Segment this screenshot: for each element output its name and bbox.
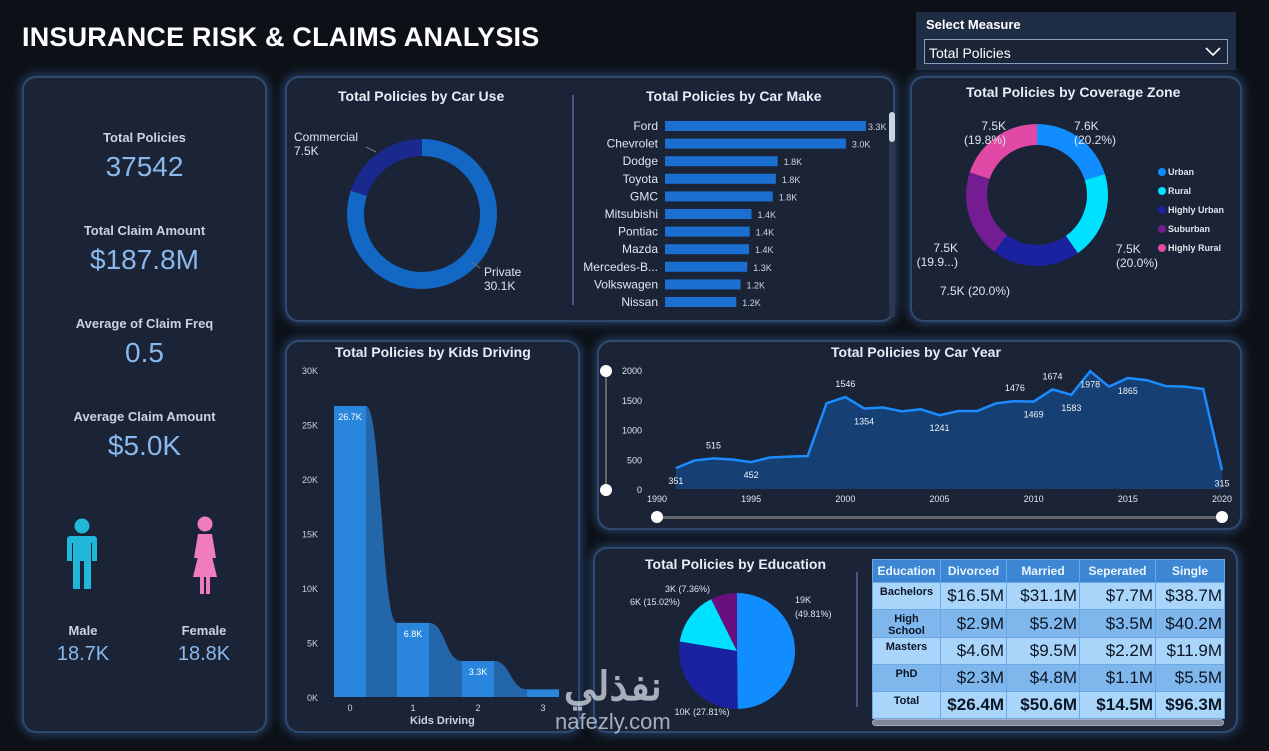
- x-slider-handle-right[interactable]: [1216, 511, 1228, 523]
- row-header: High School: [872, 609, 941, 638]
- divider: [572, 95, 574, 305]
- table-cell: $3.5M: [1079, 609, 1156, 638]
- y-slider-handle-bottom[interactable]: [600, 484, 612, 496]
- kpi-total-policies-label: Total Policies: [103, 130, 186, 145]
- table-cell: $16.5M: [940, 582, 1007, 610]
- y-range-slider[interactable]: [605, 370, 607, 490]
- watermark-logo: نفذلي nafezly.com: [555, 665, 671, 735]
- male-value: 18.7K: [56, 643, 110, 665]
- watermark-latin: nafezly.com: [555, 709, 671, 734]
- kpi-avg-claim-label: Average Claim Amount: [73, 409, 216, 424]
- row-header: PhD: [872, 664, 941, 692]
- coverage-zone-title: Total Policies by Coverage Zone: [966, 84, 1181, 100]
- chevron-down-icon: [1205, 47, 1221, 57]
- column-header[interactable]: Seperated: [1079, 559, 1156, 583]
- table-row: High School $2.9M $5.2M $3.5M $40.2M: [872, 609, 1225, 638]
- table-cell: $5.2M: [1006, 609, 1080, 638]
- male-label: Male: [68, 623, 98, 638]
- kpi-total-policies-value: 37542: [105, 151, 184, 182]
- table-cell: $31.1M: [1006, 582, 1080, 610]
- table-cell: $96.3M: [1155, 691, 1225, 719]
- table-cell: $1.1M: [1079, 664, 1156, 692]
- table-cell: $40.2M: [1155, 609, 1225, 638]
- table-cell: $26.4M: [940, 691, 1007, 719]
- kids-driving-title: Total Policies by Kids Driving: [335, 344, 531, 360]
- divider: [856, 572, 858, 707]
- column-header[interactable]: Divorced: [940, 559, 1007, 583]
- table-horizontal-scrollbar[interactable]: [872, 719, 1224, 726]
- car-year-panel: [597, 340, 1242, 530]
- y-slider-handle-top[interactable]: [600, 365, 612, 377]
- column-header[interactable]: Married: [1006, 559, 1080, 583]
- table-cell: $14.5M: [1079, 691, 1156, 719]
- education-marital-matrix: Education Divorced Married Seperated Sin…: [872, 559, 1225, 719]
- kpi-total-claim-label: Total Claim Amount: [83, 223, 206, 238]
- coverage-zone-panel: [910, 76, 1242, 322]
- column-header[interactable]: Single: [1155, 559, 1225, 583]
- x-slider-handle-left[interactable]: [651, 511, 663, 523]
- table-cell: $4.6M: [940, 637, 1007, 665]
- female-label: Female: [181, 623, 227, 638]
- table-header-row: Education Divorced Married Seperated Sin…: [872, 559, 1225, 583]
- car-make-scrollbar[interactable]: [889, 112, 895, 317]
- column-header[interactable]: Education: [872, 559, 941, 583]
- kpi-claim-freq-label: Average of Claim Freq: [75, 316, 214, 331]
- page-title: INSURANCE RISK & CLAIMS ANALYSIS: [22, 22, 540, 52]
- car-year-title: Total Policies by Car Year: [831, 344, 1001, 360]
- table-cell: $7.7M: [1079, 582, 1156, 610]
- table-cell: $2.3M: [940, 664, 1007, 692]
- table-cell: $2.2M: [1079, 637, 1156, 665]
- kpi-panel: [22, 76, 267, 733]
- measure-dropdown[interactable]: Total Policies: [924, 39, 1228, 64]
- kids-driving-xlabel: Kids Driving: [410, 715, 475, 727]
- table-cell: $2.9M: [940, 609, 1007, 638]
- kids-driving-panel: [285, 340, 580, 733]
- education-title: Total Policies by Education: [645, 556, 826, 572]
- table-cell: $9.5M: [1006, 637, 1080, 665]
- row-header: Bachelors: [872, 582, 941, 610]
- table-cell: $4.8M: [1006, 664, 1080, 692]
- table-row: Masters $4.6M $9.5M $2.2M $11.9M: [872, 637, 1225, 665]
- table-cell: $11.9M: [1155, 637, 1225, 665]
- female-value: 18.8K: [177, 643, 231, 665]
- x-range-slider[interactable]: [657, 516, 1222, 519]
- measure-dropdown-value: Total Policies: [929, 45, 1011, 61]
- table-cell: $38.7M: [1155, 582, 1225, 610]
- row-header: Total: [872, 691, 941, 719]
- kpi-avg-claim-value: $5.0K: [107, 430, 182, 461]
- table-total-row: Total $26.4M $50.6M $14.5M $96.3M: [872, 691, 1225, 719]
- male-icon: [67, 518, 97, 589]
- watermark-arabic: نفذلي: [563, 665, 662, 709]
- car-make-title: Total Policies by Car Make: [646, 88, 822, 104]
- car-use-title: Total Policies by Car Use: [338, 88, 505, 104]
- car-use-make-panel: [285, 76, 895, 322]
- row-header: Masters: [872, 637, 941, 665]
- table-cell: $50.6M: [1006, 691, 1080, 719]
- measure-slicer: Select Measure Total Policies: [916, 12, 1236, 70]
- female-icon: [193, 516, 217, 594]
- table-row: PhD $2.3M $4.8M $1.1M $5.5M: [872, 664, 1225, 692]
- table-cell: $5.5M: [1155, 664, 1225, 692]
- measure-slicer-label: Select Measure: [926, 17, 1021, 32]
- kpi-claim-freq-value: 0.5: [125, 337, 164, 368]
- table-row: Bachelors $16.5M $31.1M $7.7M $38.7M: [872, 582, 1225, 610]
- scrollbar-thumb[interactable]: [889, 112, 895, 142]
- kpi-total-claim-value: $187.8M: [90, 244, 199, 275]
